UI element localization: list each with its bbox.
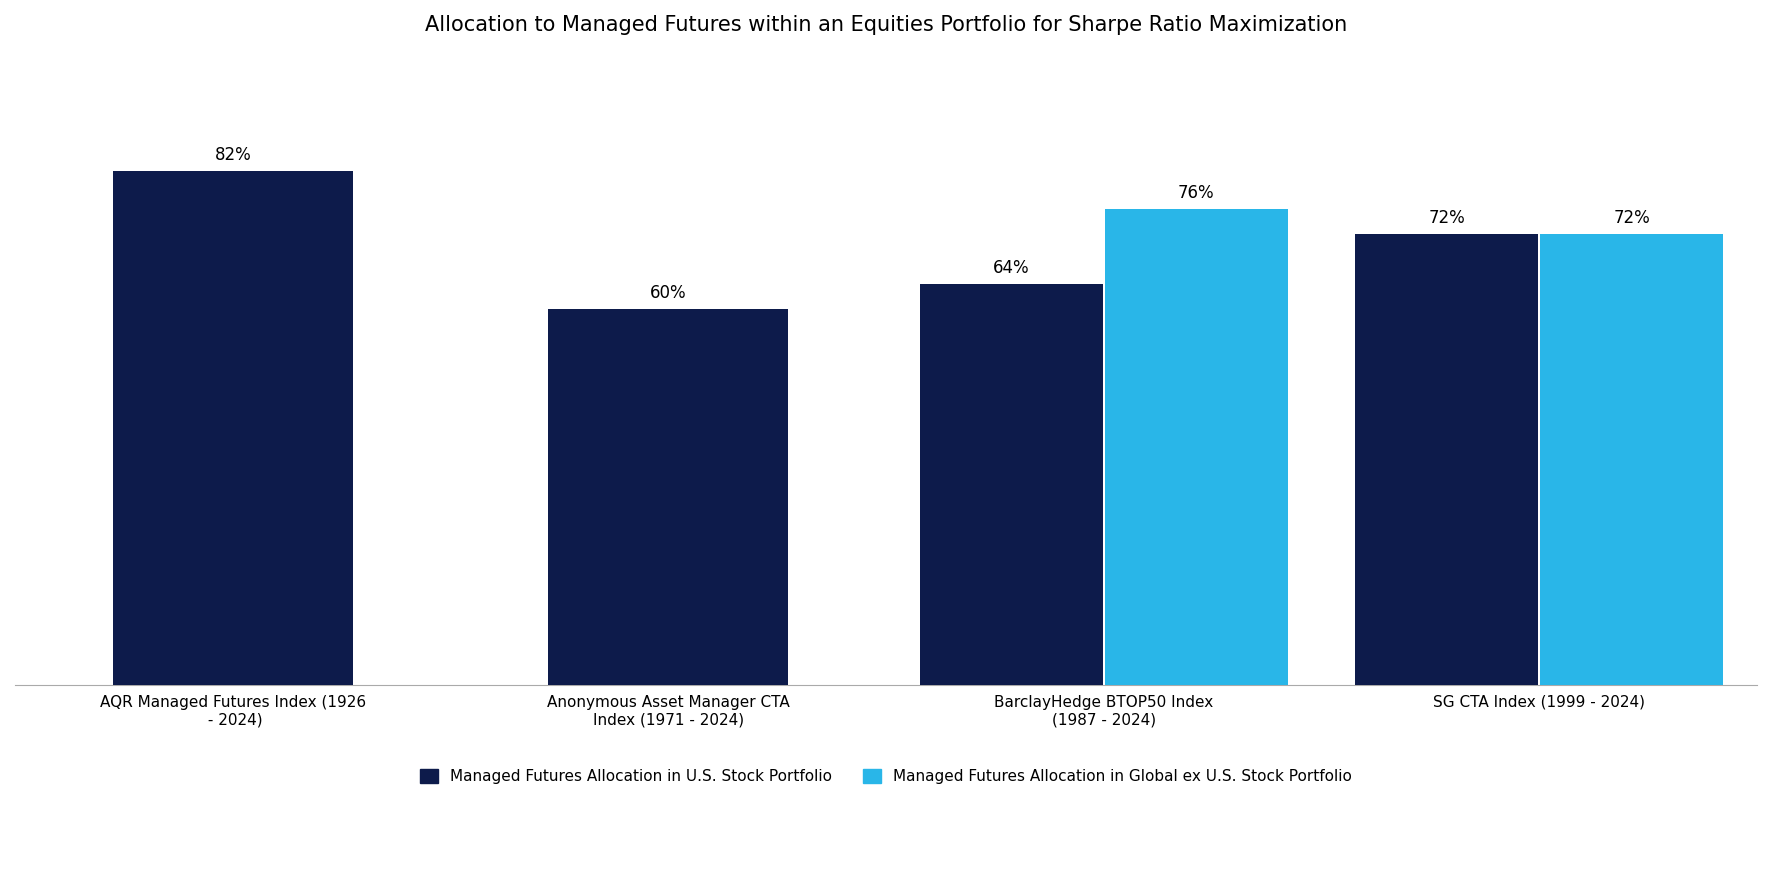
Bar bbox=[113, 172, 353, 685]
Bar bbox=[1540, 234, 1722, 685]
Bar bbox=[920, 284, 1102, 685]
Bar bbox=[1356, 234, 1538, 685]
Bar bbox=[549, 309, 789, 685]
Bar bbox=[1104, 209, 1288, 685]
Text: 64%: 64% bbox=[992, 259, 1030, 276]
Text: 76%: 76% bbox=[1178, 183, 1214, 201]
Text: 60%: 60% bbox=[650, 284, 686, 302]
Legend: Managed Futures Allocation in U.S. Stock Portfolio, Managed Futures Allocation i: Managed Futures Allocation in U.S. Stock… bbox=[413, 763, 1359, 790]
Text: 82%: 82% bbox=[214, 146, 252, 164]
Text: 72%: 72% bbox=[1614, 208, 1650, 227]
Title: Allocation to Managed Futures within an Equities Portfolio for Sharpe Ratio Maxi: Allocation to Managed Futures within an … bbox=[425, 15, 1347, 35]
Text: 72%: 72% bbox=[1428, 208, 1465, 227]
